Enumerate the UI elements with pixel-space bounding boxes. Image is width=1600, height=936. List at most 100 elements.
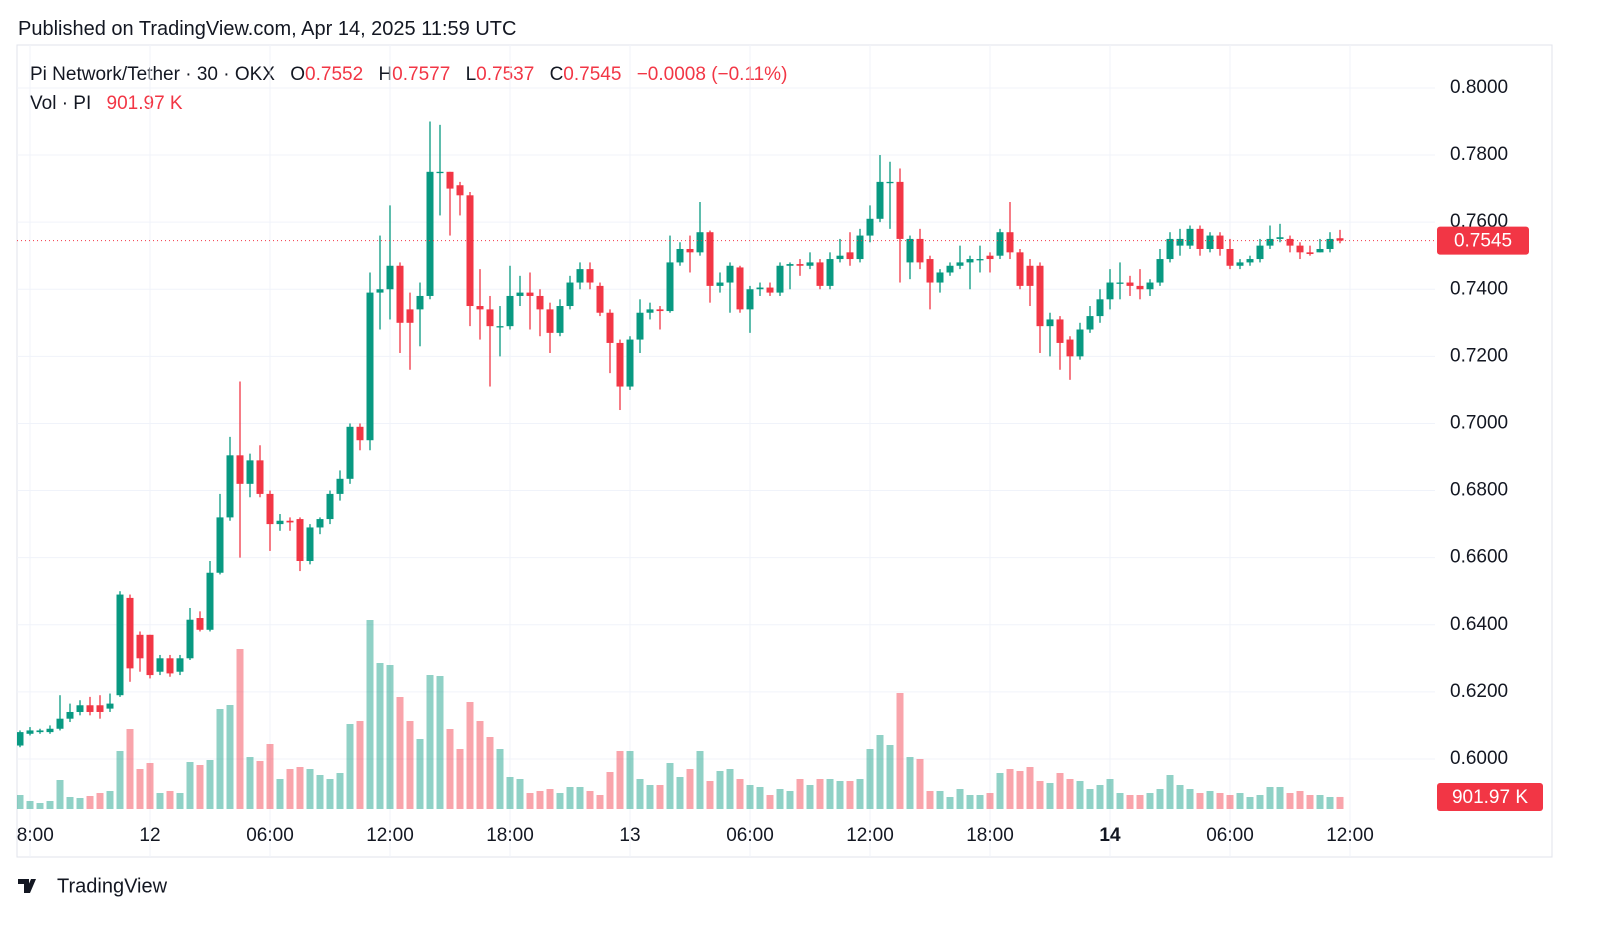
candle-body [1186, 228, 1194, 246]
x-tick-label: 18:00 [486, 825, 534, 846]
y-tick-label: 0.6600 [1450, 547, 1508, 568]
candle-body [1316, 248, 1324, 253]
volume-bar [1286, 793, 1294, 809]
brand-name: TradingView [57, 875, 168, 897]
volume-bar [566, 787, 574, 809]
y-tick-label: 0.6000 [1450, 748, 1508, 769]
volume-bar [216, 709, 224, 809]
volume-bar [1036, 781, 1044, 809]
last-price-label: 0.7545 [1454, 231, 1512, 252]
volume-bar [1306, 795, 1314, 809]
volume-bar [396, 697, 404, 809]
volume-bar [346, 724, 354, 809]
candle-body [1296, 245, 1304, 253]
candle-body [926, 259, 934, 283]
volume-bar [956, 789, 964, 809]
volume-bar [656, 785, 664, 809]
candle-body [406, 309, 414, 323]
candle-body [636, 312, 644, 340]
candle-body [576, 269, 584, 283]
candle-body [1256, 245, 1264, 260]
candle-body [1196, 228, 1204, 249]
volume-bar [946, 797, 954, 809]
candle-body [476, 306, 484, 310]
candle-body [156, 658, 164, 672]
x-tick-label: 06:00 [246, 825, 294, 846]
candle-body [836, 255, 844, 260]
volume-legend: Vol · PI 901.97 K [30, 93, 183, 115]
candle-body [936, 272, 944, 283]
candle-body [46, 728, 54, 733]
candle-body [1246, 259, 1254, 263]
volume-bar [1096, 785, 1104, 809]
volume-bar [226, 705, 234, 809]
volume-bar [126, 729, 134, 809]
candle-body [1306, 252, 1314, 255]
candle-body [896, 181, 904, 239]
volume-bar [816, 779, 824, 809]
last-volume-label: 901.97 K [1452, 787, 1528, 808]
volume-bar [1086, 789, 1094, 809]
symbol: Pi Network/Tether · 30 · OKX [30, 64, 275, 85]
candle-body [76, 705, 84, 712]
candle-body [1076, 329, 1084, 357]
candle-body [446, 171, 454, 189]
volume-bar [936, 791, 944, 809]
y-tick-label: 0.6400 [1450, 614, 1508, 635]
candle-body [126, 597, 134, 669]
volume-bar [256, 761, 264, 809]
candle-body [396, 265, 404, 323]
candle-body [1026, 265, 1034, 286]
candle-body [36, 730, 44, 733]
volume-bar [1016, 771, 1024, 809]
x-tick-label: 12:00 [366, 825, 414, 846]
volume-bar [576, 787, 584, 809]
candle-body [506, 295, 514, 327]
candle-body [816, 262, 824, 286]
volume-bar [336, 773, 344, 809]
candle-body [336, 478, 344, 494]
price-pane [17, 121, 1435, 748]
x-tick-label: 12:00 [846, 825, 894, 846]
volume-bar [1256, 795, 1264, 809]
candle-body [1276, 237, 1284, 239]
volume-bar [86, 796, 94, 809]
volume-bar [156, 793, 164, 809]
volume-bar [476, 721, 484, 809]
candle-body [856, 235, 864, 260]
candle-body [26, 730, 34, 734]
volume-bar [1046, 783, 1054, 809]
candle-body [106, 703, 114, 709]
y-tick-label: 0.7400 [1450, 278, 1508, 299]
candle-body [696, 232, 704, 253]
volume-bar [866, 749, 874, 809]
candle-body [976, 259, 984, 261]
volume-bar [496, 749, 504, 809]
candle-body [316, 519, 324, 528]
volume-bar [186, 762, 194, 809]
volume-bar [466, 702, 474, 809]
volume-bar [846, 781, 854, 809]
volume-pane [17, 620, 1344, 809]
candle-body [1056, 319, 1064, 343]
price-tags: 0.7545 901.97 K [1437, 226, 1543, 811]
candle-body [416, 295, 424, 310]
volume-bar [1006, 769, 1014, 809]
close-value: 0.7545 [563, 64, 622, 85]
candle-body [1326, 238, 1334, 249]
volume-title: Vol · PI [30, 93, 92, 114]
candle-body [286, 520, 294, 523]
candle-body [776, 265, 784, 293]
x-tick-label: 18:00 [966, 825, 1014, 846]
candle-body [786, 264, 794, 266]
candle-body [1036, 265, 1044, 327]
volume-bar [1116, 793, 1124, 809]
volume-bar [726, 769, 734, 809]
volume-bar [616, 751, 624, 809]
volume-bar [786, 791, 794, 809]
volume-bar [876, 735, 884, 809]
volume-bar [586, 791, 594, 809]
candle-body [136, 634, 144, 659]
x-tick-label: 13 [619, 825, 640, 846]
x-tick-label: 14 [1099, 825, 1121, 846]
